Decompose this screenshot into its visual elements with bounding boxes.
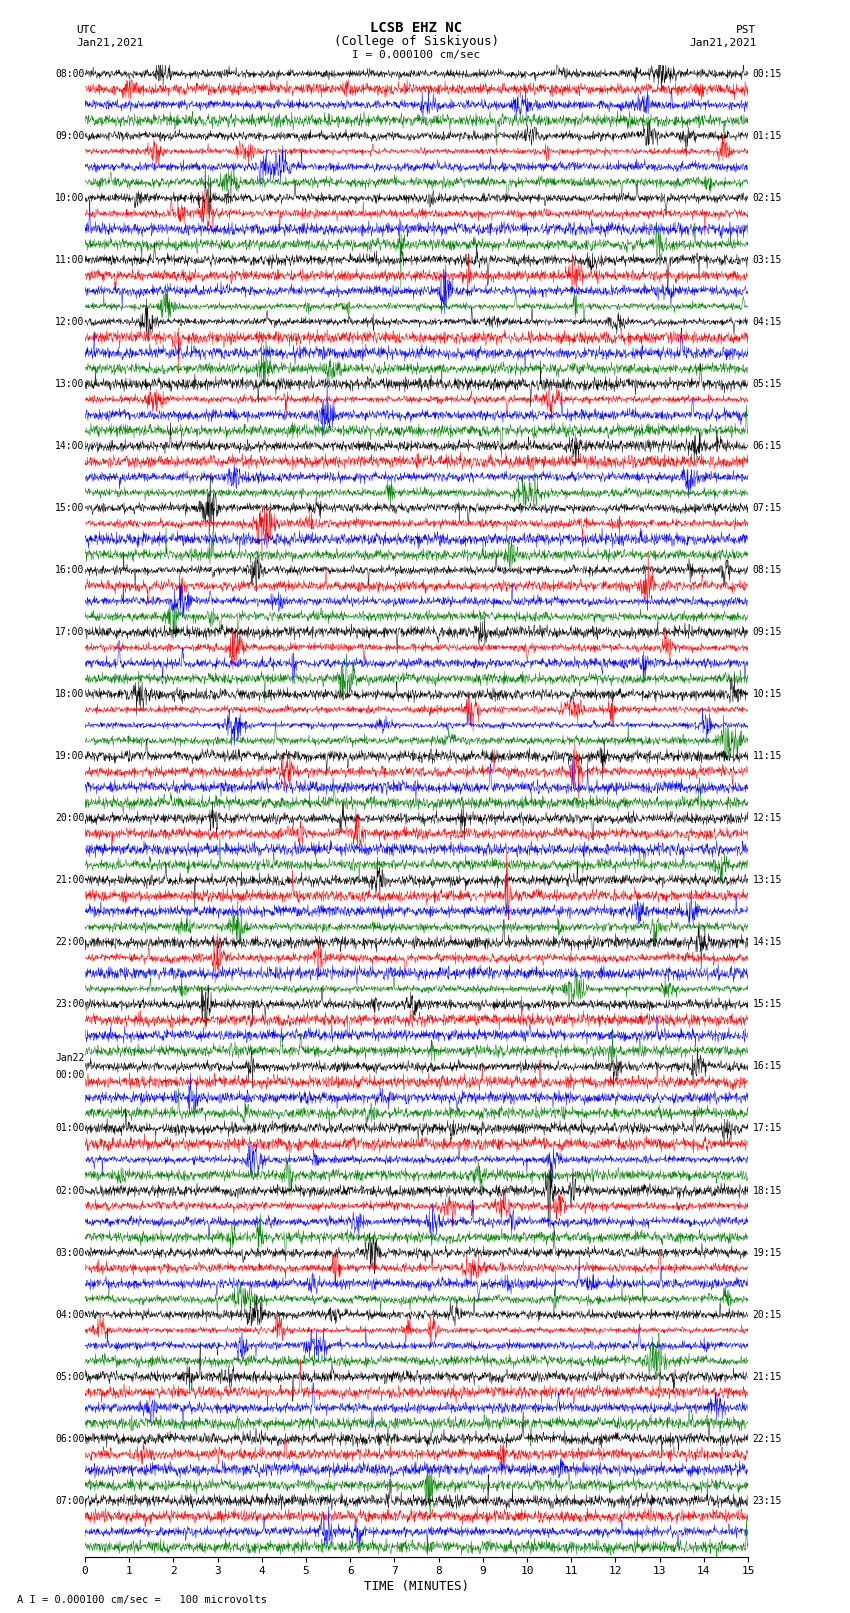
- Text: 04:15: 04:15: [752, 318, 782, 327]
- Text: 12:15: 12:15: [752, 813, 782, 823]
- Text: 01:15: 01:15: [752, 131, 782, 140]
- Text: 09:15: 09:15: [752, 627, 782, 637]
- Text: 07:00: 07:00: [55, 1495, 84, 1505]
- Text: UTC: UTC: [76, 26, 97, 35]
- Text: 14:15: 14:15: [752, 937, 782, 947]
- Text: 02:15: 02:15: [752, 194, 782, 203]
- Text: 13:00: 13:00: [55, 379, 84, 389]
- Text: 05:00: 05:00: [55, 1371, 84, 1382]
- Text: 21:15: 21:15: [752, 1371, 782, 1382]
- Text: 00:15: 00:15: [752, 69, 782, 79]
- Text: 13:15: 13:15: [752, 876, 782, 886]
- Text: 19:00: 19:00: [55, 752, 84, 761]
- Text: 15:15: 15:15: [752, 1000, 782, 1010]
- Text: 04:00: 04:00: [55, 1310, 84, 1319]
- Text: 08:00: 08:00: [55, 69, 84, 79]
- Text: 16:15: 16:15: [752, 1061, 782, 1071]
- Text: 23:00: 23:00: [55, 1000, 84, 1010]
- Text: I = 0.000100 cm/sec: I = 0.000100 cm/sec: [353, 50, 480, 60]
- Text: 09:00: 09:00: [55, 131, 84, 140]
- Text: 16:00: 16:00: [55, 565, 84, 576]
- Text: 18:00: 18:00: [55, 689, 84, 698]
- Text: 02:00: 02:00: [55, 1186, 84, 1195]
- Text: 19:15: 19:15: [752, 1247, 782, 1258]
- Text: 21:00: 21:00: [55, 876, 84, 886]
- Text: 07:15: 07:15: [752, 503, 782, 513]
- Text: 00:00: 00:00: [55, 1069, 84, 1079]
- Text: 23:15: 23:15: [752, 1495, 782, 1505]
- Text: LCSB EHZ NC: LCSB EHZ NC: [371, 21, 462, 35]
- Text: 18:15: 18:15: [752, 1186, 782, 1195]
- Text: 10:15: 10:15: [752, 689, 782, 698]
- Text: Jan21,2021: Jan21,2021: [689, 39, 756, 48]
- Text: PST: PST: [736, 26, 756, 35]
- Text: 14:00: 14:00: [55, 440, 84, 452]
- Text: A I = 0.000100 cm/sec =   100 microvolts: A I = 0.000100 cm/sec = 100 microvolts: [17, 1595, 267, 1605]
- Text: 06:15: 06:15: [752, 440, 782, 452]
- Text: (College of Siskiyous): (College of Siskiyous): [334, 35, 499, 48]
- Text: 17:15: 17:15: [752, 1124, 782, 1134]
- Text: 03:00: 03:00: [55, 1247, 84, 1258]
- Text: 22:15: 22:15: [752, 1434, 782, 1444]
- Text: Jan21,2021: Jan21,2021: [76, 39, 144, 48]
- Text: 10:00: 10:00: [55, 194, 84, 203]
- X-axis label: TIME (MINUTES): TIME (MINUTES): [364, 1581, 469, 1594]
- Text: 12:00: 12:00: [55, 318, 84, 327]
- Text: 03:15: 03:15: [752, 255, 782, 265]
- Text: 08:15: 08:15: [752, 565, 782, 576]
- Text: 20:00: 20:00: [55, 813, 84, 823]
- Text: 11:15: 11:15: [752, 752, 782, 761]
- Text: 06:00: 06:00: [55, 1434, 84, 1444]
- Text: 15:00: 15:00: [55, 503, 84, 513]
- Text: 11:00: 11:00: [55, 255, 84, 265]
- Text: 17:00: 17:00: [55, 627, 84, 637]
- Text: 22:00: 22:00: [55, 937, 84, 947]
- Text: 05:15: 05:15: [752, 379, 782, 389]
- Text: Jan22: Jan22: [55, 1053, 84, 1063]
- Text: 01:00: 01:00: [55, 1124, 84, 1134]
- Text: 20:15: 20:15: [752, 1310, 782, 1319]
